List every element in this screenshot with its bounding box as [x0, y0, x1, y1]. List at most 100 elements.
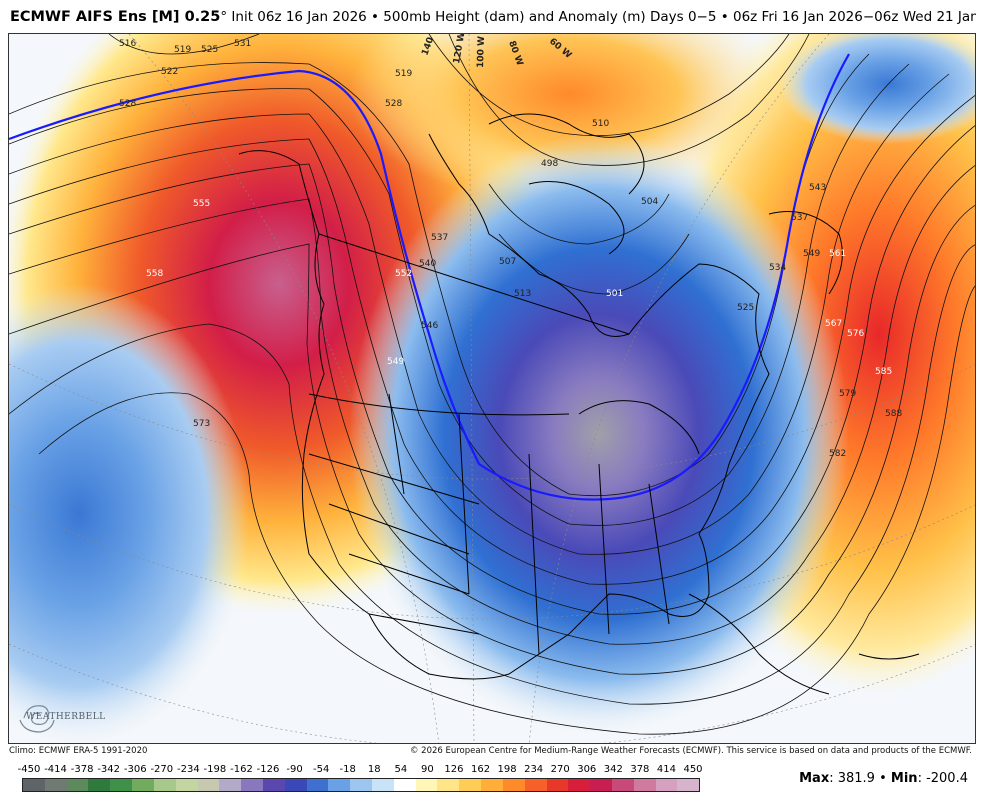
colorbar-swatch — [219, 779, 242, 791]
colorbar-tick-label: 450 — [683, 764, 703, 775]
colorbar-swatch — [284, 779, 307, 791]
colorbar-tick-label: -342 — [97, 764, 121, 775]
pacific-low-anomaly — [9, 284, 249, 743]
map-panel: 516 519 522 525 531 528 519 528 510 504 … — [8, 33, 976, 744]
key-height-contour — [9, 53, 850, 501]
contour-label: 585 — [875, 367, 892, 377]
contour-label: 588 — [885, 409, 902, 419]
separator: • — [879, 771, 887, 786]
colorbar-swatch — [633, 779, 656, 791]
colorbar-tick-label: 342 — [603, 764, 623, 775]
colorbar-swatch — [677, 779, 700, 791]
contour-label: 540 — [419, 259, 436, 269]
colorbar-tick-label: 234 — [524, 764, 544, 775]
colorbar-tick-label: -450 — [17, 764, 41, 775]
anomaly-map: 516 519 522 525 531 528 519 528 510 504 … — [9, 34, 975, 743]
colorbar-swatch — [262, 779, 285, 791]
colorbar-swatch — [66, 779, 89, 791]
contour-label: 552 — [395, 269, 412, 279]
colorbar-swatch — [350, 779, 372, 791]
title-details: Init 06z 16 Jan 2026 • 500mb Height (dam… — [227, 9, 976, 25]
weatherbell-logo-icon — [19, 705, 55, 733]
contour-label: 579 — [839, 389, 856, 399]
colorbar-tick-label: 270 — [550, 764, 570, 775]
colorbar-swatch — [393, 779, 416, 791]
colorbar-tick-label: 54 — [394, 764, 408, 775]
contour-label: 555 — [193, 199, 210, 209]
colorbar-swatch — [415, 779, 438, 791]
height-labels: 516 519 522 525 531 528 519 528 510 504 … — [119, 39, 902, 459]
contour-label: 528 — [119, 99, 136, 109]
contour-label: 510 — [592, 119, 609, 129]
coastlines — [238, 113, 920, 695]
contour-label: 504 — [641, 197, 658, 207]
colorbar-swatch — [568, 779, 591, 791]
colorbar-swatch — [481, 779, 503, 791]
graticule — [9, 34, 975, 743]
contour-label: 522 — [161, 67, 178, 77]
contour-label: 582 — [829, 449, 846, 459]
colorbar-tick-label: -198 — [203, 764, 227, 775]
colorbar-swatch — [132, 779, 154, 791]
max-value: 381.9 — [837, 771, 875, 786]
colorbar-tick-label: 90 — [421, 764, 434, 775]
chart-title: ECMWF AIFS Ens [M] 0.25° Init 06z 16 Jan… — [10, 9, 976, 31]
contour-label: 498 — [541, 159, 558, 169]
contour-label: 531 — [234, 39, 251, 49]
contour-label: 528 — [385, 99, 402, 109]
contour-label: 549 — [387, 357, 404, 367]
colorbar-swatch — [153, 779, 176, 791]
colorbar-tick-label: -54 — [312, 764, 330, 775]
colorbar-tick-label: -306 — [123, 764, 147, 775]
colorbar-swatch — [524, 779, 547, 791]
colorbar-swatch — [611, 779, 634, 791]
north-atlantic-low-anomaly — [779, 34, 975, 144]
contour-label: 537 — [791, 213, 808, 223]
contour-label: 576 — [847, 329, 864, 339]
colorbar-tick-label: -126 — [256, 764, 280, 775]
min-label: Min — [890, 771, 918, 786]
colorbar-tick-label: 198 — [497, 764, 517, 775]
colorbar-swatch — [372, 779, 394, 791]
colorbar-ticks: -450 -414 -378 -342 -306 -270 -234 -198 -162 -126… — [10, 764, 720, 776]
colorbar-tick-label: -270 — [150, 764, 174, 775]
colorbar-swatch — [328, 779, 351, 791]
min-value: -200.4 — [926, 771, 968, 786]
colorbar-tick-label: 306 — [577, 764, 597, 775]
colorbar-swatch — [44, 779, 67, 791]
logo-text: WEATHERBELL — [26, 712, 106, 722]
contour-label: 546 — [421, 321, 438, 331]
contour-label: 519 — [174, 45, 191, 55]
contour-label: 519 — [395, 69, 412, 79]
climo-note: Climo: ECMWF ERA-5 1991-2020 — [9, 746, 148, 756]
colorbar-tick-label: 126 — [444, 764, 464, 775]
colorbar-swatch — [655, 779, 678, 791]
colorbar-swatch — [306, 779, 329, 791]
colorbar-tick-label: -162 — [230, 764, 253, 775]
colorbar-tick-label: -234 — [177, 764, 200, 775]
contour-label: 507 — [499, 257, 516, 267]
contour-label: 543 — [809, 183, 826, 193]
model-name: ECMWF AIFS Ens [M] 0.25 — [10, 9, 221, 25]
colorbar-swatch — [546, 779, 569, 791]
contour-label: 558 — [146, 269, 163, 279]
colorbar-swatch — [502, 779, 525, 791]
colorbar-tick-label: 162 — [470, 764, 491, 775]
copyright-note: © 2026 European Centre for Medium-Range … — [409, 746, 972, 756]
contour-label: 534 — [769, 263, 786, 273]
contour-label: 567 — [825, 319, 842, 329]
colorbar-tick-label: 18 — [367, 764, 381, 775]
colorbar-swatch — [175, 779, 198, 791]
eastern-trough-anomaly — [349, 134, 849, 734]
colorbar-swatch — [23, 779, 45, 791]
colorbar-swatch — [197, 779, 220, 791]
colorbar — [22, 778, 700, 792]
colorbar-tick-label: -378 — [70, 764, 94, 775]
contour-label: 561 — [829, 249, 846, 259]
colorbar-tick-label: -90 — [286, 764, 303, 775]
colorbar-swatch — [88, 779, 111, 791]
contour-label: 549 — [803, 249, 820, 259]
degree-symbol: ° — [220, 9, 228, 25]
contour-label: 516 — [119, 39, 136, 49]
contour-label: 513 — [514, 289, 531, 299]
